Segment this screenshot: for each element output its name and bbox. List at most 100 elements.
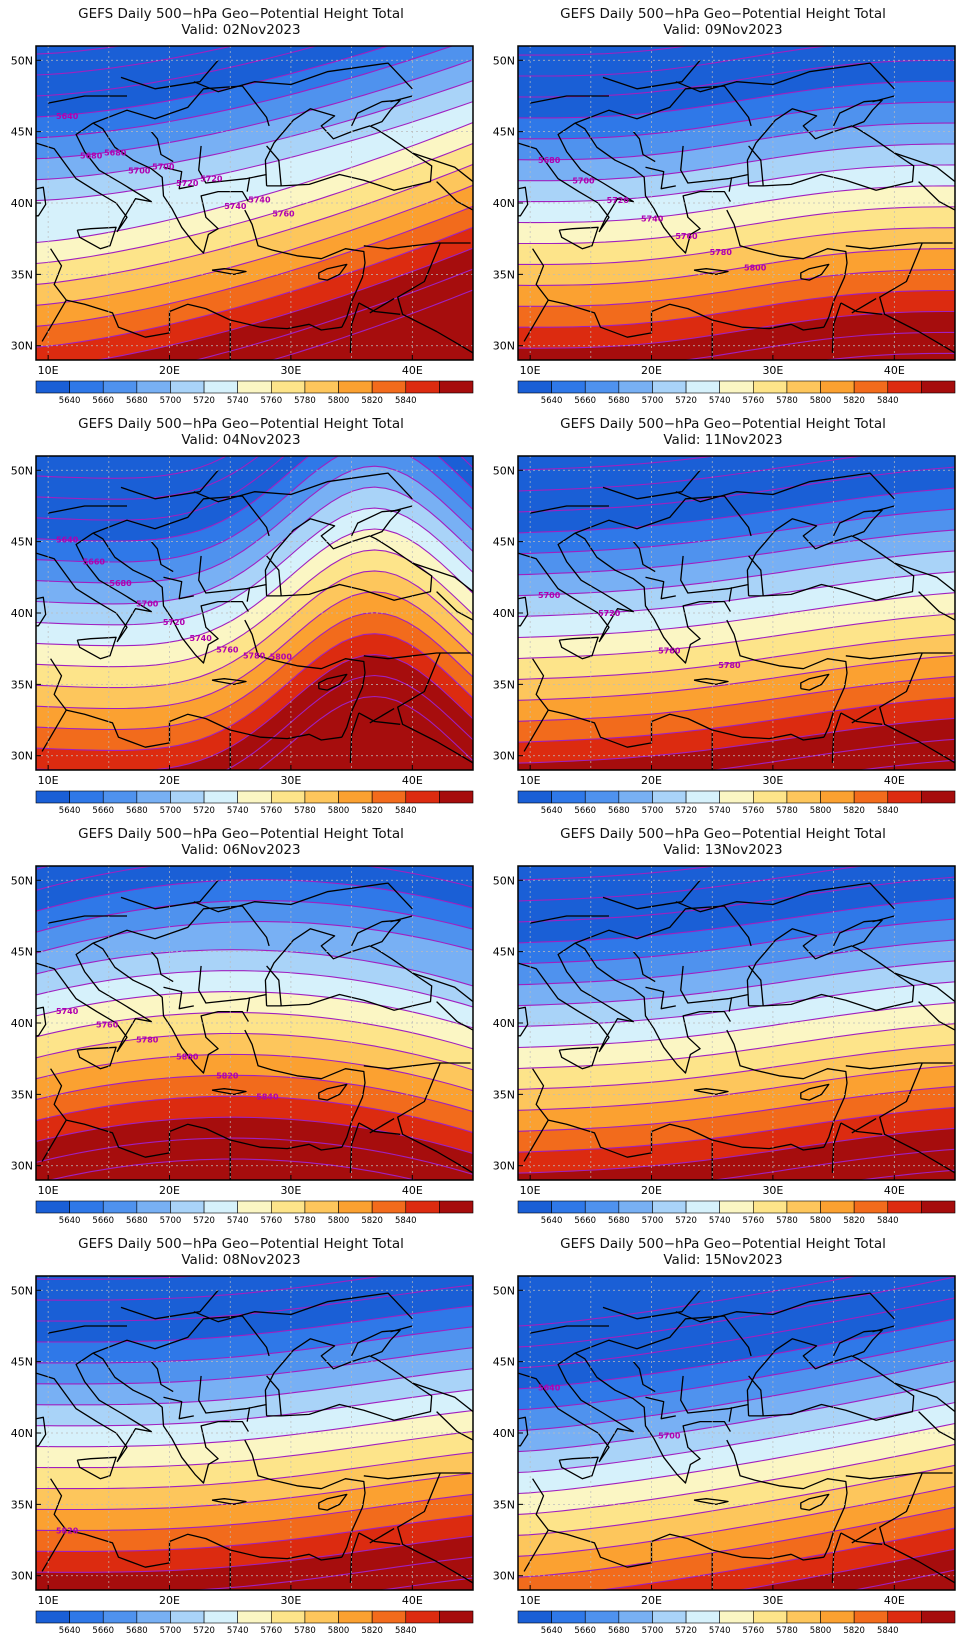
coastline [518,1352,634,1463]
colorbar-swatch [170,1610,205,1624]
contour-line [518,571,955,618]
latitude-label: 45N [11,126,33,139]
longitude-label: 40E [884,774,905,787]
coastline [831,1122,842,1173]
colorbar-label: 5660 [574,806,596,816]
latitude-label: 45N [493,946,515,959]
colorbar-label: 5780 [294,1626,316,1636]
panel-valid-date: Valid: 02Nov2023 [181,22,301,38]
contour-line [518,1276,859,1327]
longitude-label: 10E [38,774,59,787]
colorbar-swatch [35,380,70,394]
contour-line [378,1577,473,1590]
coastline [645,166,676,190]
contour-line [518,876,955,923]
colorbar-swatch [102,380,138,394]
panel-title: GEFS Daily 500−hPa Geo−Potential Height … [560,826,886,842]
colorbar-swatch [271,790,306,804]
coastline [41,299,67,342]
colorbar-swatch [338,790,373,804]
coastline [246,587,251,602]
contour-line [36,1276,207,1280]
colorbar-label: 5740 [709,396,731,406]
latitude-label: 30N [11,750,33,763]
colorbar-swatch [136,790,171,804]
colorbar-label: 5700 [160,1626,182,1636]
latitude-label: 40N [493,197,515,210]
coastline [645,576,676,600]
coastline [894,972,955,1003]
latitude-label: 45N [11,946,33,959]
coastline [518,122,634,233]
colorbar-swatch [786,790,821,804]
contour-line [36,528,473,647]
contour-line [518,675,955,722]
coastline [163,576,194,600]
contour-label: 5700 [572,176,595,185]
colorbar-swatch [517,380,552,394]
latitude-label: 45N [11,1356,33,1369]
coastline [36,532,152,643]
coastline [390,505,413,513]
map-panel: GEFS Daily 500−hPa Geo−Potential Height … [0,410,482,820]
contour-label: 5740 [190,634,213,643]
contour-line [518,143,955,182]
contour-label: 5720 [598,609,621,618]
colorbar-swatch [136,1610,171,1624]
coastline [36,1006,47,1037]
colorbar-label: 5660 [92,1216,114,1226]
contour-line [36,1347,473,1385]
colorbar-swatch [652,1610,687,1624]
colorbar-swatch [102,1200,138,1214]
colorbar-label: 5640 [541,806,563,816]
colorbar-swatch [304,380,339,394]
coastline [36,122,152,233]
coastline [150,951,174,983]
contour-line [710,738,955,770]
coastline [800,1083,830,1101]
coastline [390,915,413,923]
coastline [193,882,413,913]
colorbar-swatch [271,1200,306,1214]
coastline [872,95,895,103]
colorbar-swatch [551,1200,586,1214]
colorbar-label: 5800 [328,1216,350,1226]
colorbar-label: 5640 [59,1216,81,1226]
longitude-label: 20E [159,774,180,787]
contour-line [270,289,473,360]
colorbar-swatch [405,790,440,804]
colorbar-swatch [35,790,70,804]
coastline [246,1407,251,1422]
colorbar-swatch [35,1610,70,1624]
colorbar-label: 5740 [709,806,731,816]
coastline [358,712,401,725]
coastline [529,95,609,104]
colorbar-swatch [753,1610,788,1624]
contour-line [36,817,473,849]
coastline [523,709,549,752]
contour-line [518,227,955,265]
coastline [36,596,47,627]
colorbar-label: 5700 [642,396,664,406]
colorbar-label: 5840 [877,1216,899,1226]
colorbar-swatch [170,1200,205,1214]
colorbar-swatch [685,380,720,394]
colorbar-swatch [405,1610,440,1624]
contour-label: 5760 [216,645,239,654]
colorbar-label: 5820 [843,1626,865,1636]
longitude-label: 40E [884,1184,905,1197]
coastline [266,965,282,1006]
contour-line [518,918,955,965]
contour-label: 5640 [538,1384,561,1393]
panel-valid-date: Valid: 13Nov2023 [663,842,783,858]
contour-line [597,1527,955,1590]
contour-label: 5760 [96,1020,119,1029]
latitude-label: 30N [11,1570,33,1583]
coastline [574,495,752,537]
contour-line [36,456,228,479]
coastline [728,1407,733,1422]
colorbar-label: 5640 [59,806,81,816]
contour-line [36,1276,387,1301]
coastline [800,673,830,691]
map-panel: GEFS Daily 500−hPa Geo−Potential Height … [482,820,964,1230]
